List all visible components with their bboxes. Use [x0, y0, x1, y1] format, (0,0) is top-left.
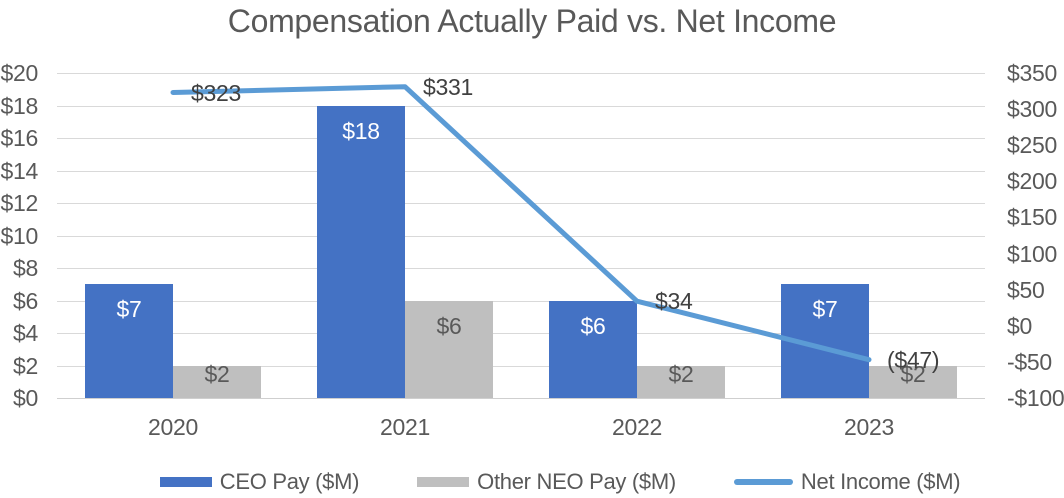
right-axis-tick-label: $300 — [1007, 96, 1057, 123]
gridline — [57, 235, 985, 237]
right-axis-tick-label: -$100 — [1007, 385, 1064, 411]
neo-pay-bar — [869, 365, 957, 398]
legend-label: Net Income ($M) — [800, 469, 961, 494]
ceo-bar-value-label: $6 — [580, 312, 606, 339]
gridline — [57, 203, 985, 204]
left-axis-tick-label: $6 — [13, 287, 38, 314]
left-axis-tick-label: $14 — [0, 157, 39, 184]
gridline — [57, 365, 985, 367]
right-axis-tick-label: $0 — [1007, 312, 1032, 339]
legend-label: CEO Pay ($M) — [219, 469, 360, 494]
neo-pay-bar — [405, 300, 493, 398]
neo-bar-value-label: $6 — [436, 312, 462, 339]
chart-title: Compensation Actually Paid vs. Net Incom… — [227, 3, 837, 39]
neo-pay-bar — [173, 365, 261, 398]
neo-bar-value-label: $2 — [668, 360, 694, 387]
x-axis-label: 2021 — [380, 414, 430, 440]
legend-item-net-income: Net Income ($M) — [733, 469, 961, 495]
neo-bar-value-label: $2 — [204, 360, 230, 387]
gridline — [57, 300, 985, 302]
net-income-line — [170, 84, 872, 363]
left-axis-tick-label: $10 — [0, 222, 39, 249]
legend-item-other-neo-pay: Other NEO Pay ($M) — [417, 469, 676, 495]
ceo-pay-bar — [317, 105, 405, 398]
ceo-bar-value-label: $18 — [342, 117, 380, 144]
neo-pay-bar — [637, 365, 725, 398]
ceo-pay-bar — [549, 300, 637, 398]
legend-item-ceo-pay: CEO Pay ($M) — [159, 469, 360, 495]
left-axis-tick-label: $16 — [0, 125, 39, 151]
x-axis-label: 2020 — [148, 414, 198, 440]
neo-bar-value-label: $2 — [900, 360, 926, 387]
left-axis-tick-label: $2 — [13, 352, 38, 379]
right-axis-tick-label: $250 — [1007, 132, 1057, 159]
right-axis-tick-label: $100 — [1007, 240, 1057, 267]
left-axis-tick-label: $8 — [13, 255, 38, 281]
gridline — [57, 105, 985, 107]
right-axis-tick-label: $150 — [1007, 204, 1057, 231]
ceo-pay-swatch — [159, 477, 212, 487]
right-axis-tick-label: $200 — [1007, 168, 1057, 195]
x-axis-label: 2023 — [844, 414, 894, 440]
net-income-value-label: $323 — [191, 79, 241, 106]
ceo-bar-value-label: $7 — [812, 296, 838, 323]
left-axis-tick-label: $12 — [0, 190, 39, 216]
left-axis-tick-label: $20 — [0, 60, 39, 86]
left-axis-tick-label: $0 — [13, 385, 38, 411]
gridline — [57, 333, 985, 334]
left-axis-tick-label: $4 — [13, 320, 38, 346]
ceo-bar-value-label: $7 — [116, 296, 142, 323]
x-axis-line — [57, 398, 985, 399]
legend: CEO Pay ($M) Other NEO Pay ($M) Net Income… — [0, 467, 1064, 497]
net-income-line-swatch — [733, 479, 793, 485]
other-neo-pay-swatch — [417, 477, 470, 487]
left-axis-tick-label: $18 — [0, 92, 39, 119]
gridline — [57, 73, 985, 74]
right-axis-tick-label: $50 — [1007, 276, 1045, 303]
net-income-value-label: ($47) — [887, 346, 940, 373]
net-income-value-label: $34 — [655, 288, 693, 315]
gridline — [57, 138, 985, 139]
gridline — [57, 170, 985, 172]
net-income-value-label: $331 — [423, 73, 473, 100]
legend-label: Other NEO Pay ($M) — [477, 469, 676, 494]
right-axis-tick-label: -$50 — [1007, 348, 1052, 375]
right-axis-tick-label: $350 — [1007, 60, 1057, 86]
x-axis-label: 2022 — [612, 414, 662, 440]
ceo-pay-bar — [85, 284, 173, 398]
gridline — [57, 268, 985, 269]
